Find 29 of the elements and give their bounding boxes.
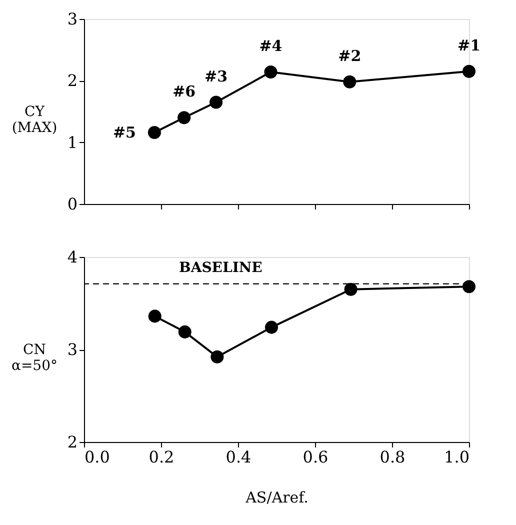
x-tick-label: 0.0	[84, 448, 110, 466]
point	[462, 64, 476, 78]
y-tick-label: 0	[67, 194, 78, 214]
y-axis-title: CY (MAX)	[12, 104, 58, 136]
y-tick-label: 3	[67, 340, 78, 359]
y-tick-label: 3	[67, 10, 78, 28]
point	[178, 111, 191, 124]
x-tick-label: 0.6	[302, 448, 328, 466]
annotation: #3	[204, 67, 228, 86]
y-axis-title: CN α=50°	[12, 342, 58, 374]
point	[210, 96, 223, 109]
x-tick-label: 0.4	[226, 448, 252, 466]
annotation: #4	[259, 37, 282, 56]
x-tick-label: 0.2	[148, 448, 174, 466]
annotation: #1	[457, 36, 481, 54]
point	[148, 126, 161, 139]
annotation: #6	[172, 82, 196, 101]
y-tick-label: 2	[67, 432, 78, 452]
annotation: #5	[112, 123, 136, 142]
y-tick-label: 2	[67, 71, 78, 90]
y-tick-label: 4	[67, 248, 78, 266]
x-tick-label: 1.0	[444, 448, 470, 466]
annotation: #2	[338, 46, 362, 65]
point	[264, 66, 278, 79]
y-tick-label: 1	[67, 132, 78, 152]
x-tick-label: 0.8	[380, 448, 406, 466]
point	[343, 75, 356, 88]
ref-line-label: BASELINE	[179, 260, 262, 276]
x-axis-title: AS/Aref.	[244, 488, 308, 506]
